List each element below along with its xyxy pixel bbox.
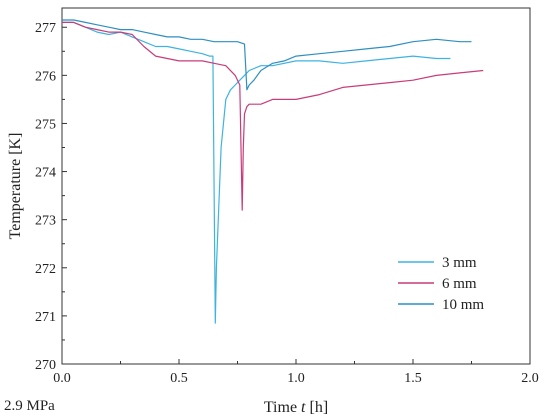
- legend-label: 10 mm: [442, 297, 484, 313]
- y-tick-label: 272: [35, 262, 56, 277]
- x-tick-label: 1.0: [287, 371, 305, 386]
- legend: 3 mm 6 mm 10 mm: [398, 255, 484, 313]
- y-tick-label: 275: [35, 117, 56, 132]
- legend-label: 6 mm: [442, 276, 477, 292]
- y-axis: 270 271 272 273 274 275 276 277: [35, 21, 67, 373]
- x-tick-label: 0.5: [170, 371, 188, 386]
- x-axis-label-unit: [h]: [306, 399, 329, 416]
- y-tick-label: 273: [35, 214, 56, 229]
- x-tick-label: 2.0: [521, 371, 539, 386]
- legend-label: 3 mm: [442, 255, 477, 271]
- series-line-1: [62, 21, 451, 324]
- series-layer: [62, 19, 484, 324]
- y-tick-label: 277: [35, 21, 56, 36]
- series-line-3: [62, 19, 472, 91]
- series-line-2: [62, 21, 484, 211]
- y-tick-label: 274: [35, 166, 56, 181]
- x-tick-label: 1.5: [404, 371, 422, 386]
- x-axis-label: Time t [h]: [264, 399, 328, 416]
- x-tick-label: 0.0: [53, 371, 71, 386]
- x-axis-label-part: Time: [264, 399, 301, 416]
- y-tick-label: 276: [35, 69, 56, 84]
- y-tick-label: 271: [35, 310, 56, 325]
- x-axis-label-variable: t: [301, 399, 306, 416]
- y-tick-label: 270: [35, 358, 56, 373]
- x-axis: 0.0 0.5 1.0 1.5 2.0: [53, 359, 539, 386]
- y-axis-label: Temperature [K]: [7, 133, 24, 240]
- pressure-annotation: 2.9 MPa: [4, 398, 55, 414]
